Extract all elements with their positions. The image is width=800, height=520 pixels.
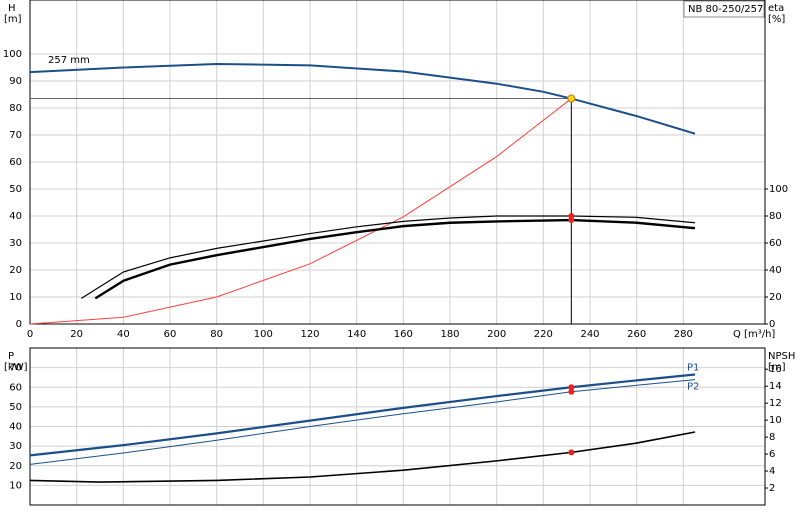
operating-point <box>568 217 575 224</box>
operating-point <box>568 384 575 391</box>
y-tick-label: 30 <box>9 238 22 249</box>
y2-tick-label: 10 <box>769 415 782 426</box>
y2-tick-label: 4 <box>769 466 775 477</box>
x-tick-label: 180 <box>440 329 459 340</box>
series-label: P1 <box>687 362 699 373</box>
y2-tick-label: 14 <box>769 381 782 392</box>
y-tick-label: 60 <box>9 382 22 393</box>
series-label: P2 <box>687 382 699 393</box>
x-tick-label: 200 <box>487 329 506 340</box>
x-tick-label: 60 <box>164 329 177 340</box>
y2-tick-label: 60 <box>769 238 782 249</box>
y2-axis-label: NPSH <box>768 351 795 362</box>
x-tick-label: 280 <box>674 329 693 340</box>
y-tick-label: 40 <box>9 422 22 433</box>
y-tick-label: 10 <box>9 292 22 303</box>
y-tick-label: 10 <box>9 480 22 491</box>
operating-point <box>568 449 575 456</box>
y-tick-label: 80 <box>9 103 22 114</box>
y2-axis-label: eta <box>768 3 784 14</box>
y-tick-label: 70 <box>9 130 22 141</box>
x-tick-label: 20 <box>70 329 83 340</box>
y2-tick-label: 12 <box>769 398 782 409</box>
y2-tick-label: 40 <box>769 265 782 276</box>
y-tick-label: 70 <box>9 363 22 374</box>
x-tick-label: 160 <box>394 329 413 340</box>
y2-tick-label: 80 <box>769 211 782 222</box>
y2-tick-label: 100 <box>769 184 788 195</box>
y-tick-label: 20 <box>9 265 22 276</box>
y-tick-label: 30 <box>9 441 22 452</box>
series-line <box>29 62 696 135</box>
y-axis-label: H <box>8 3 16 14</box>
x-tick-label: 260 <box>627 329 646 340</box>
x-tick-label: 220 <box>534 329 553 340</box>
x-tick-label: 40 <box>117 329 130 340</box>
y2-tick-label: 16 <box>769 364 782 375</box>
y2-tick-label: 8 <box>769 432 775 443</box>
x-tick-label: 140 <box>347 329 366 340</box>
y2-tick-label: 20 <box>769 292 782 303</box>
plot-frame <box>29 347 766 506</box>
y-axis-unit: [m] <box>4 14 22 25</box>
title-box <box>683 0 765 18</box>
x-tick-label: 240 <box>580 329 599 340</box>
x-tick-label: 0 <box>27 329 33 340</box>
y-tick-label: 0 <box>16 319 22 330</box>
duty-point <box>567 94 576 103</box>
y-axis-label: P <box>8 351 14 362</box>
series-line <box>29 98 572 325</box>
x-tick-label: 100 <box>254 329 273 340</box>
chart-title: NB 80-250/257 <box>688 4 763 15</box>
y-tick-label: 90 <box>9 76 22 87</box>
y2-axis-unit: [%] <box>768 14 785 25</box>
y2-tick-label: 0 <box>769 319 775 330</box>
x-axis-label: Q [m³/h] <box>733 329 775 340</box>
y-tick-label: 100 <box>3 49 22 60</box>
y-tick-label: 60 <box>9 157 22 168</box>
plot-frame <box>29 0 766 325</box>
curve-annotation: 257 mm <box>48 55 90 66</box>
y2-tick-label: 6 <box>769 449 775 460</box>
series-line <box>29 379 696 465</box>
operating-point <box>568 388 575 395</box>
series-line <box>29 431 696 483</box>
y-tick-label: 20 <box>9 461 22 472</box>
y-tick-label: 40 <box>9 211 22 222</box>
y2-axis-unit: [m] <box>768 362 786 373</box>
x-tick-label: 80 <box>210 329 223 340</box>
y-tick-label: 50 <box>9 402 22 413</box>
x-tick-label: 120 <box>300 329 319 340</box>
y-tick-label: 50 <box>9 184 22 195</box>
series-line <box>29 373 696 457</box>
y2-tick-label: 2 <box>769 483 775 494</box>
y-axis-unit: [kW] <box>4 362 28 373</box>
